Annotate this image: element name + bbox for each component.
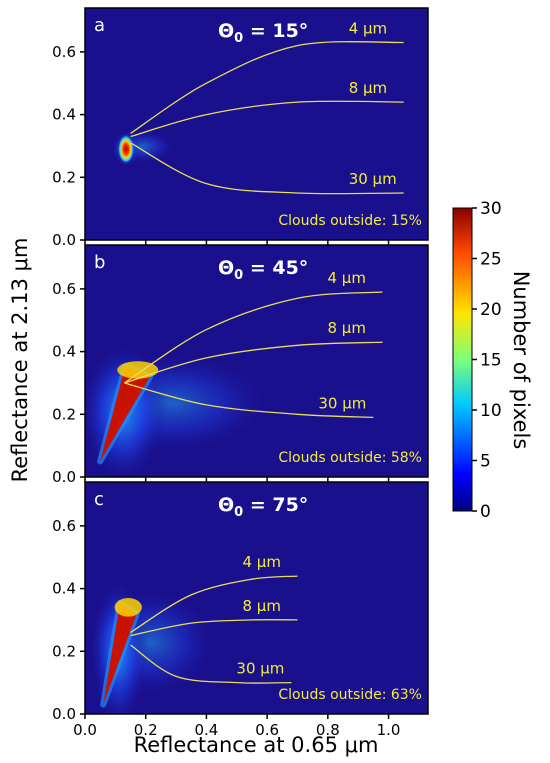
y-tick-label: 0.2 (52, 168, 76, 186)
x-tick-label: 0.4 (194, 721, 218, 739)
title-value: = 45° (243, 257, 308, 279)
colorbar-tick-label: 25 (480, 250, 502, 270)
panel-b: 4 μm 8 μm 30 μm b Θ0 = 45° Clouds outside: 58… (52, 244, 429, 486)
colorbar-tick-label: 10 (480, 401, 502, 421)
y-tick-label: 0.0 (52, 468, 76, 486)
y-tick-label: 0.6 (52, 280, 76, 298)
curve-8m (124, 341, 383, 384)
title-subscript: 0 (234, 505, 243, 520)
x-tick-label: 0.8 (316, 721, 340, 739)
x-tick-label: 0.0 (73, 721, 97, 739)
clouds-outside-label: Clouds outside: 58% (278, 450, 422, 466)
plot-area (85, 8, 428, 240)
title-value: = 15° (243, 20, 308, 42)
curve-30m (130, 142, 404, 195)
y-axis-label: Reflectance at 2.13 μm (8, 238, 32, 483)
colorbar-tick-label: 5 (480, 452, 491, 472)
curve-label: 30 μm (236, 660, 284, 678)
curve-label: 4 μm (349, 19, 387, 37)
curve-label: 4 μm (242, 553, 280, 571)
density-peak (114, 598, 142, 617)
curve-8m (130, 100, 404, 138)
curve-4m (130, 41, 404, 134)
panel-letter: b (94, 252, 105, 273)
curve-30m (124, 382, 374, 419)
x-axis-label: Reflectance at 0.65 μm (134, 733, 379, 757)
colorbar-label: Number of pixels (509, 271, 533, 450)
panel-title: Θ0 = 15° (218, 20, 308, 46)
y-tick-label: 0.6 (52, 517, 76, 535)
y-tick-label: 0.0 (52, 231, 76, 249)
x-tick-label: 0.6 (255, 721, 279, 739)
panel-c: 4 μm 8 μm 30 μm c Θ0 = 75° Clouds outside: 63… (52, 481, 429, 739)
title-subscript: 0 (234, 268, 243, 283)
curve-label: 8 μm (242, 597, 280, 615)
curve-label: 8 μm (349, 79, 387, 97)
y-tick-label: 0.4 (52, 343, 76, 361)
x-tick-label: 0.2 (134, 721, 158, 739)
panel-title: Θ0 = 45° (218, 257, 308, 283)
panel-title: Θ0 = 75° (218, 494, 308, 520)
colorbar-tick-label: 20 (480, 300, 502, 320)
colorbar-tick-label: 30 (480, 199, 502, 219)
density-peak (117, 361, 159, 379)
curve-label: 8 μm (327, 319, 365, 337)
density-core (103, 603, 137, 705)
density-core (100, 366, 151, 462)
curve-8m (130, 619, 298, 637)
y-tick-label: 0.2 (52, 405, 76, 423)
plot-frame (84, 481, 429, 715)
clouds-outside-label: Clouds outside: 15% (278, 213, 422, 229)
clouds-outside-label: Clouds outside: 63% (278, 687, 422, 703)
curve-label: 4 μm (327, 269, 365, 287)
colorbar-gradient (452, 207, 473, 512)
panel-letter: c (94, 489, 104, 510)
curve-label: 30 μm (318, 394, 366, 412)
curve-4m (124, 291, 383, 384)
title-value: = 75° (243, 494, 308, 516)
plot-frame (84, 7, 429, 241)
curve-30m (130, 644, 292, 684)
y-tick-label: 0.4 (52, 580, 76, 598)
plot-frame (84, 244, 429, 478)
panel-a: 4 μm 8 μm 30 μm a Θ0 = 15° Clouds outside: 15… (52, 7, 429, 249)
x-tick-label: 1.0 (377, 721, 401, 739)
title-subscript: 0 (234, 31, 243, 46)
y-tick-label: 0.4 (52, 106, 76, 124)
y-tick-label: 0.2 (52, 642, 76, 660)
curve-4m (130, 575, 298, 634)
curve-label: 30 μm (349, 170, 397, 188)
colorbar: 0 5 10 15 20 25 30 Number of pixels (452, 199, 533, 522)
colorbar-tick-label: 15 (480, 351, 502, 371)
colorbar-tick-label: 0 (480, 502, 491, 522)
colorbar-ticks: 0 5 10 15 20 25 30 (472, 199, 502, 522)
y-tick-label: 0.0 (52, 705, 76, 723)
title-symbol: Θ (218, 494, 234, 516)
panel-letter: a (94, 15, 105, 36)
title-symbol: Θ (218, 20, 234, 42)
density-core (117, 134, 135, 165)
title-symbol: Θ (218, 257, 234, 279)
y-tick-label: 0.6 (52, 43, 76, 61)
